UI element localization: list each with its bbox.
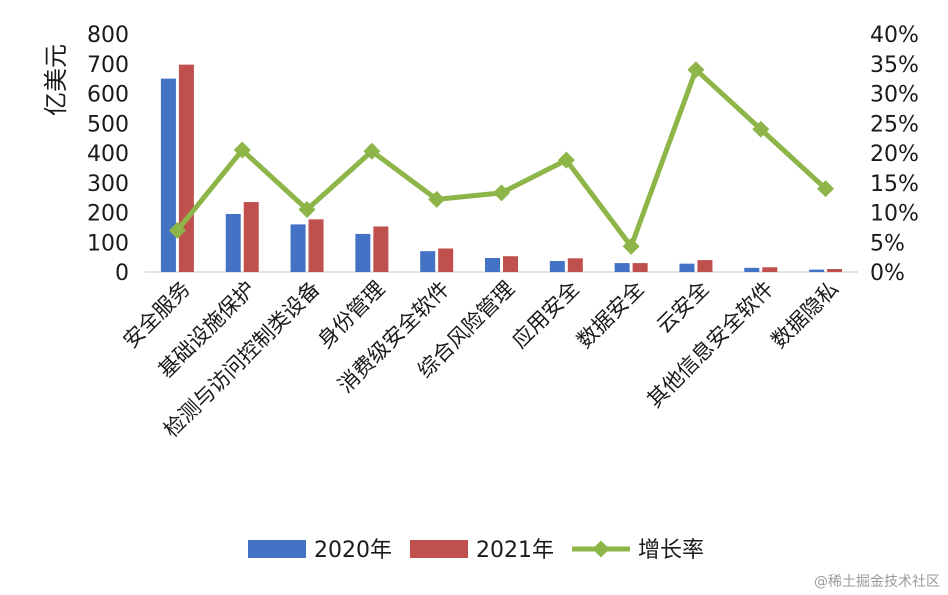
bar-2021年 [438,248,454,272]
right-axis-ticks: 0% 5% 10% 15% 20% 25% 30% 35% 40% [870,23,919,286]
bar-2021年 [632,263,648,272]
left-tick-label: 100 [87,231,129,256]
growth-marker [168,221,186,239]
bar-2021年 [373,226,389,272]
left-tick-label: 500 [87,112,129,137]
right-tick-label: 10% [870,202,919,227]
category-label: 云安全 [652,277,714,339]
bar-2020年 [290,224,306,272]
watermark: @稀土掘金技术社区 [814,574,940,590]
right-tick-label: 35% [870,53,919,78]
left-tick-label: 800 [87,23,129,48]
bar-2021年 [308,219,324,272]
legend-marker [592,540,610,558]
left-tick-label: 600 [87,83,129,108]
left-tick-label: 400 [87,142,129,167]
growth-marker [233,141,251,159]
bar-2020年 [614,263,630,272]
bar-2020年 [549,260,565,272]
left-tick-label: 200 [87,202,129,227]
right-tick-label: 20% [870,142,919,167]
left-tick-label: 700 [87,53,129,78]
bar-2020年 [679,263,695,272]
bar-2021年 [178,64,194,272]
left-axis-ticks: 0 100 200 300 400 500 600 700 800 [87,23,129,286]
bar-2020年 [420,251,436,272]
growth-marker [817,180,835,198]
left-tick-label: 0 [115,261,129,286]
legend-label: 增长率 [638,538,704,563]
left-tick-label: 300 [87,172,129,197]
growth-marker [557,151,575,169]
bar-2021年 [697,260,713,272]
bar-2021年 [762,267,778,272]
category-label: 其他信息安全软件 [643,277,779,413]
growth-line [168,61,835,255]
bar-2021年 [243,202,259,272]
category-label: 消费级安全软件 [333,277,454,398]
bar-2020年 [485,258,500,272]
right-tick-label: 25% [870,112,919,137]
right-tick-label: 40% [870,23,919,48]
category-label: 数据安全 [572,277,648,353]
bar-2020年 [744,267,760,272]
growth-marker [752,120,770,138]
right-tick-label: 30% [870,83,919,108]
growth-line-path [175,67,828,249]
bar-2020年 [809,269,825,272]
bar-2021年 [827,269,843,272]
growth-marker [687,61,705,79]
growth-marker [298,201,316,219]
y-axis-label: 亿美元 [42,44,70,116]
bar-2021年 [567,258,583,272]
category-label: 应用安全 [507,277,583,353]
growth-marker [493,184,510,202]
category-label: 数据隐私 [767,277,843,353]
growth-marker [622,237,640,255]
bar-2020年 [225,213,241,272]
legend-swatch [410,540,468,558]
legend-label: 2020年 [314,538,392,563]
bar-2020年 [355,233,371,272]
legend: 2020年 2021年 增长率 [248,538,704,563]
bar-2020年 [160,78,176,272]
legend-label: 2021年 [476,538,554,563]
right-tick-label: 0% [870,261,905,286]
right-tick-label: 15% [870,172,919,197]
legend-swatch [248,540,306,558]
right-tick-label: 5% [870,231,905,256]
category-labels: 安全服务基础设施保护检测与访问控制类设备身份管理消费级安全软件综合风险管理应用安… [119,277,844,442]
growth-marker [363,142,381,160]
bar-2021年 [503,256,518,272]
growth-marker [428,190,446,208]
